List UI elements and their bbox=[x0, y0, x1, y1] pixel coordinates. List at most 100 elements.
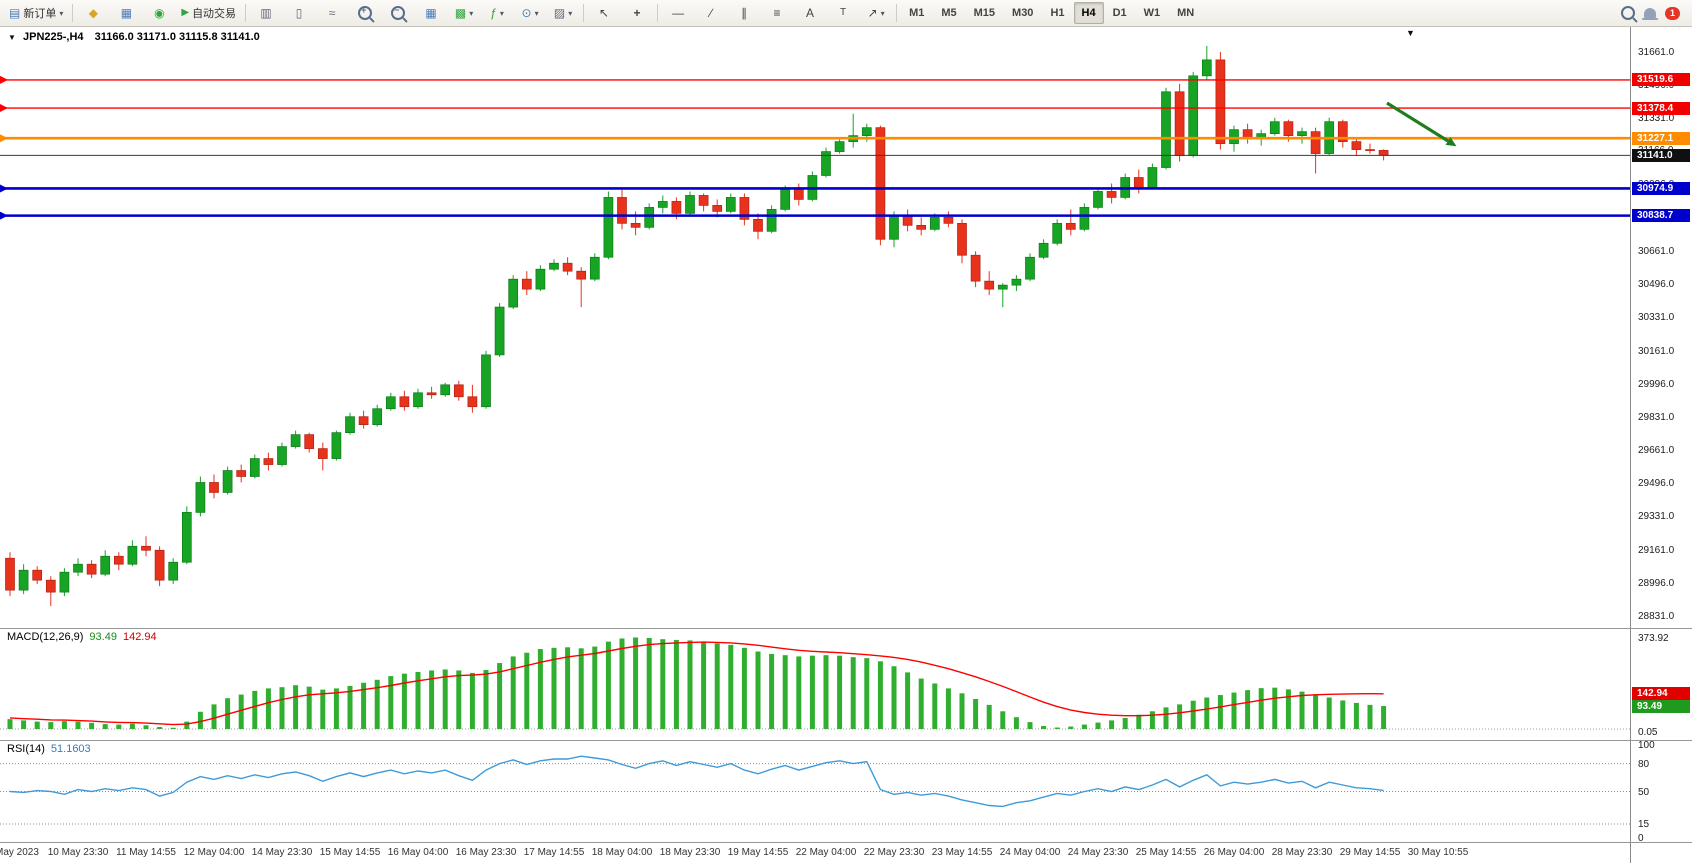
time-axis-label: 15 May 14:55 bbox=[319, 847, 381, 858]
timeframe-button-m1[interactable]: M1 bbox=[909, 7, 925, 19]
candlestick-chart-icon: ▯ bbox=[295, 6, 303, 20]
horizontal-line-tool-button[interactable]: — bbox=[662, 1, 694, 25]
rsi-panel-divider[interactable] bbox=[0, 740, 1692, 741]
terminal-button[interactable]: ▦ bbox=[110, 1, 142, 25]
macd-bar bbox=[701, 641, 707, 729]
notification-count-badge[interactable]: 1 bbox=[1664, 6, 1680, 20]
macd-bar bbox=[1367, 704, 1373, 729]
macd-bar bbox=[1109, 720, 1115, 729]
candle-body bbox=[617, 197, 627, 224]
macd-bar bbox=[197, 711, 203, 729]
macd-bar bbox=[333, 688, 339, 729]
timeframe-button-h1[interactable]: H1 bbox=[1050, 7, 1065, 19]
macd-bar bbox=[306, 686, 312, 729]
new-order-label: 新订单 bbox=[23, 8, 57, 20]
macd-bar bbox=[456, 670, 462, 729]
candle-body bbox=[385, 396, 396, 410]
price-axis-label: 28996.0 bbox=[1638, 577, 1675, 589]
new-chart-button[interactable]: ▩ ▾ bbox=[448, 1, 480, 25]
price-line-badge: 31141.0 bbox=[1632, 148, 1690, 162]
macd-bar bbox=[537, 649, 543, 729]
candle-body bbox=[263, 458, 274, 465]
trend-arrow-head[interactable] bbox=[1445, 137, 1457, 147]
timeframe-button-m15[interactable]: M15 bbox=[973, 7, 996, 19]
macd-bar bbox=[605, 641, 611, 729]
timeframe-button-m5[interactable]: M5 bbox=[941, 7, 957, 19]
zoom-in-button[interactable] bbox=[349, 1, 381, 25]
rsi-axis-label: 15 bbox=[1638, 819, 1650, 830]
candle-body bbox=[725, 197, 736, 212]
zoom-out-button[interactable] bbox=[382, 1, 414, 25]
candle-body bbox=[834, 141, 845, 152]
line-chart-button[interactable]: ≈ bbox=[316, 1, 348, 25]
hline-left-marker-icon bbox=[0, 184, 8, 193]
rsi-axis-label: 0 bbox=[1638, 833, 1644, 844]
macd-bar bbox=[252, 690, 258, 729]
macd-bar bbox=[1190, 700, 1196, 729]
scroll-to-end-marker-icon[interactable]: ▼ bbox=[1406, 28, 1415, 38]
arrows-tool-button[interactable]: ↗ ▾ bbox=[860, 1, 892, 25]
periods-button[interactable]: ⊙ ▾ bbox=[514, 1, 546, 25]
collapse-triangle-icon[interactable]: ▼ bbox=[8, 33, 16, 42]
rsi-axis-label: 50 bbox=[1638, 786, 1650, 798]
macd-bar bbox=[741, 647, 747, 729]
candle-body bbox=[521, 278, 532, 290]
label-tool-button[interactable]: T bbox=[827, 1, 859, 25]
autotrading-button[interactable]: ▶ 自动交易 bbox=[176, 1, 241, 25]
metaeditor-button[interactable]: ◆ bbox=[77, 1, 109, 25]
candle-body bbox=[154, 549, 165, 581]
macd-bar bbox=[932, 683, 938, 729]
macd-name: MACD(12,26,9) bbox=[7, 631, 84, 643]
candle-body bbox=[1351, 141, 1362, 150]
candle-body bbox=[603, 197, 614, 258]
text-tool-button[interactable]: A bbox=[794, 1, 826, 25]
macd-panel-divider[interactable] bbox=[0, 628, 1692, 629]
candle-body bbox=[290, 434, 301, 447]
crosshair-button[interactable]: + bbox=[621, 1, 653, 25]
toolbar-separator bbox=[896, 4, 898, 22]
new-order-icon: ▤ bbox=[9, 6, 21, 20]
candle-body bbox=[59, 571, 70, 593]
timeframe-button-h4[interactable]: H4 bbox=[1073, 2, 1104, 24]
candlestick-chart-button[interactable]: ▯ bbox=[283, 1, 315, 25]
new-order-button[interactable]: ▤ 新订单 ▾ bbox=[4, 1, 68, 25]
channel-tool-button[interactable]: ∥ bbox=[728, 1, 760, 25]
fibonacci-icon: ≡ bbox=[773, 6, 781, 20]
timeframe-button-m30[interactable]: M30 bbox=[1012, 7, 1034, 19]
notifications-bell-icon[interactable] bbox=[1641, 8, 1658, 20]
bar-chart-button[interactable]: ▥ bbox=[250, 1, 282, 25]
macd-bar bbox=[143, 725, 149, 729]
label-tool-icon: T bbox=[840, 7, 847, 18]
trendline-tool-button[interactable]: ∕ bbox=[695, 1, 727, 25]
macd-bar bbox=[1081, 724, 1087, 729]
timeframe-button-w1[interactable]: W1 bbox=[1143, 7, 1161, 19]
candle-body bbox=[793, 189, 804, 200]
indicators-button[interactable]: ƒ ▾ bbox=[481, 1, 513, 25]
price-axis-label: 29661.0 bbox=[1638, 445, 1675, 457]
candle-body bbox=[113, 555, 124, 565]
macd-bar bbox=[1177, 704, 1183, 729]
timeframe-button-d1[interactable]: D1 bbox=[1112, 7, 1127, 19]
toolbar: ▤ 新订单 ▾ ◆ ▦ ◉ ▶ 自动交易 ▥ ▯ ≈ ▦ ▩ ▾ ƒ ▾ ⊙ ▾… bbox=[0, 0, 1692, 27]
search-icon[interactable] bbox=[1620, 6, 1635, 20]
candle-body bbox=[535, 268, 546, 290]
market-button[interactable]: ◉ bbox=[143, 1, 175, 25]
cursor-button[interactable]: ↖ bbox=[588, 1, 620, 25]
fibonacci-tool-button[interactable]: ≡ bbox=[761, 1, 793, 25]
tile-windows-button[interactable]: ▦ bbox=[415, 1, 447, 25]
macd-bar bbox=[184, 721, 190, 729]
macd-bar bbox=[1245, 690, 1251, 729]
templates-icon: ▨ bbox=[553, 6, 566, 20]
macd-bar bbox=[973, 698, 979, 729]
candle-body bbox=[345, 416, 355, 433]
candle-body bbox=[127, 545, 138, 565]
macd-bar bbox=[959, 693, 965, 729]
candle-body bbox=[1174, 91, 1185, 156]
hline-left-marker-icon bbox=[0, 104, 8, 113]
trend-arrow-annotation[interactable] bbox=[1386, 101, 1449, 143]
templates-button[interactable]: ▨ ▾ bbox=[547, 1, 579, 25]
time-axis-label: 17 May 14:55 bbox=[523, 847, 585, 858]
timeframe-button-mn[interactable]: MN bbox=[1177, 7, 1195, 19]
candle-body bbox=[304, 434, 315, 449]
